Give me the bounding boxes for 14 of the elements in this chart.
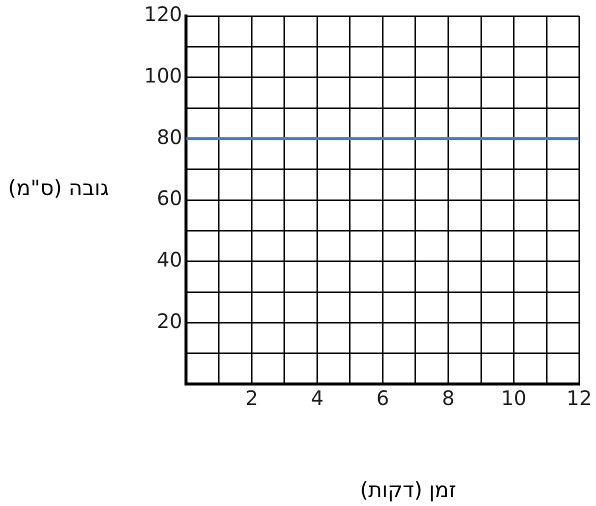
y-tick-label: 40 [156,248,182,272]
x-tick-label: 6 [376,386,390,410]
y-tick-label: 80 [156,124,182,149]
y-tick-label: 100 [144,64,182,88]
x-tick-label: 12 [566,386,592,410]
x-tick-label: 10 [501,386,526,410]
y-tick-label: 60 [156,186,182,210]
x-tick-label: 4 [310,386,324,410]
x-axis-title: זמן (דקות) [360,478,456,502]
y-tick-label: 20 [156,308,182,333]
y-tick-label: 120 [144,2,182,26]
y-axis-title: גובה (ס"מ) [8,176,109,200]
x-tick-label: 2 [245,386,258,410]
x-tick-label: 8 [442,386,455,410]
